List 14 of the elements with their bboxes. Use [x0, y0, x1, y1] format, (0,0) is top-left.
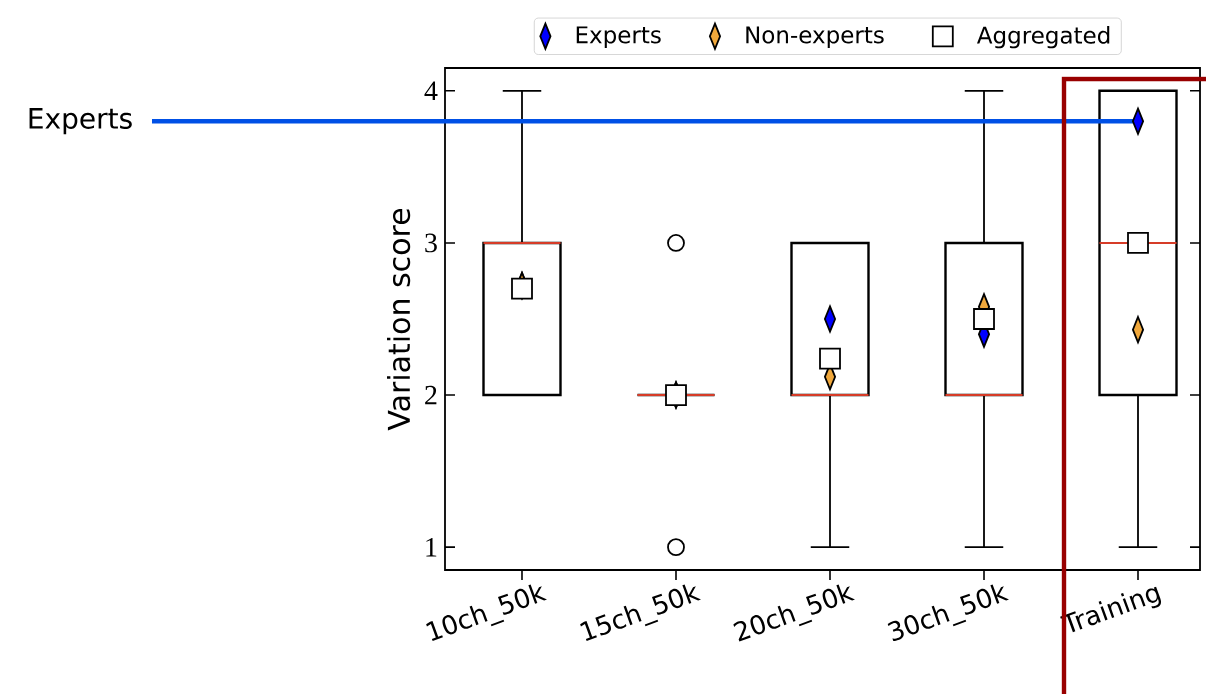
y-axis-title: Variation score	[387, 208, 411, 431]
legend-label: Experts	[576, 26, 661, 48]
point	[973, 308, 995, 330]
legend-label: Aggregated	[976, 26, 1110, 49]
point	[511, 277, 533, 300]
point	[665, 384, 687, 406]
y-tick-label: 1	[426, 537, 437, 557]
y-tick-label: 2	[425, 385, 437, 405]
ref-line-label: Experts	[29, 108, 132, 135]
legend-label: Non-experts	[746, 26, 884, 48]
y-tick-label: 4	[424, 81, 438, 101]
y-tick-label: 3	[425, 233, 437, 253]
point	[819, 347, 841, 370]
point	[1127, 232, 1149, 254]
